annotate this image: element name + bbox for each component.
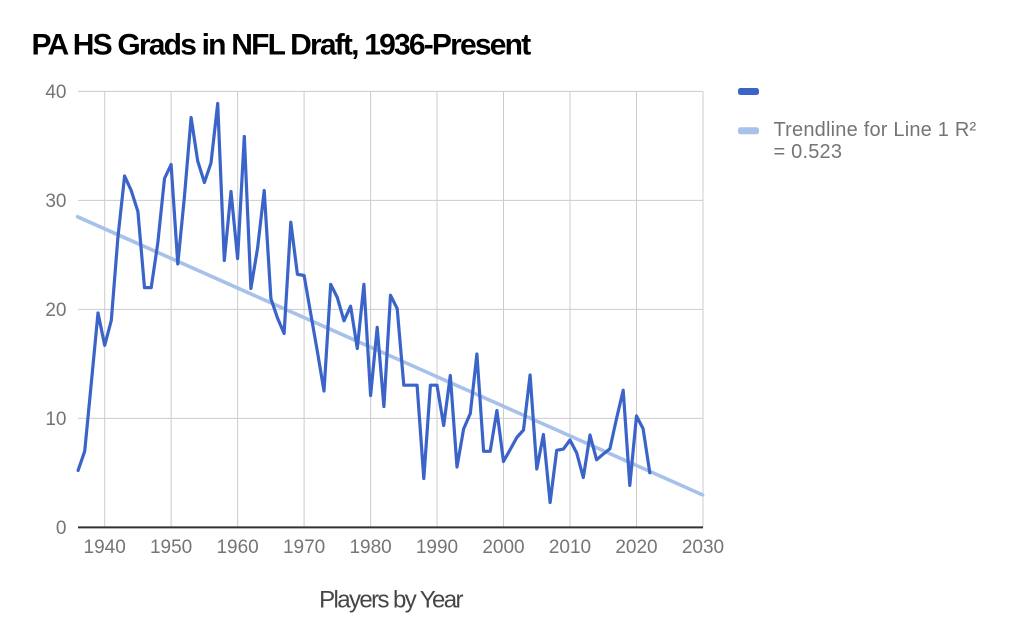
svg-text:40: 40 [45, 82, 66, 103]
svg-text:10: 10 [45, 409, 66, 430]
svg-text:2020: 2020 [615, 537, 657, 558]
svg-text:PA HS Grads in NFL Draft, 1936: PA HS Grads in NFL Draft, 1936-Present [32, 29, 532, 62]
svg-text:1950: 1950 [150, 537, 192, 558]
svg-text:2030: 2030 [682, 537, 724, 558]
svg-text:Players by Year: Players by Year [319, 587, 463, 614]
svg-text:2010: 2010 [549, 537, 591, 558]
svg-text:1980: 1980 [349, 537, 391, 558]
svg-text:2000: 2000 [482, 537, 524, 558]
svg-text:1940: 1940 [84, 537, 126, 558]
svg-text:1990: 1990 [416, 537, 458, 558]
svg-text:1960: 1960 [216, 537, 258, 558]
svg-text:Trendline for Line 1 R²: Trendline for Line 1 R² [774, 119, 977, 141]
svg-text:1970: 1970 [283, 537, 325, 558]
svg-text:= 0.523: = 0.523 [774, 141, 843, 163]
svg-text:30: 30 [45, 191, 66, 212]
svg-text:20: 20 [45, 300, 66, 321]
svg-text:0: 0 [56, 518, 67, 539]
